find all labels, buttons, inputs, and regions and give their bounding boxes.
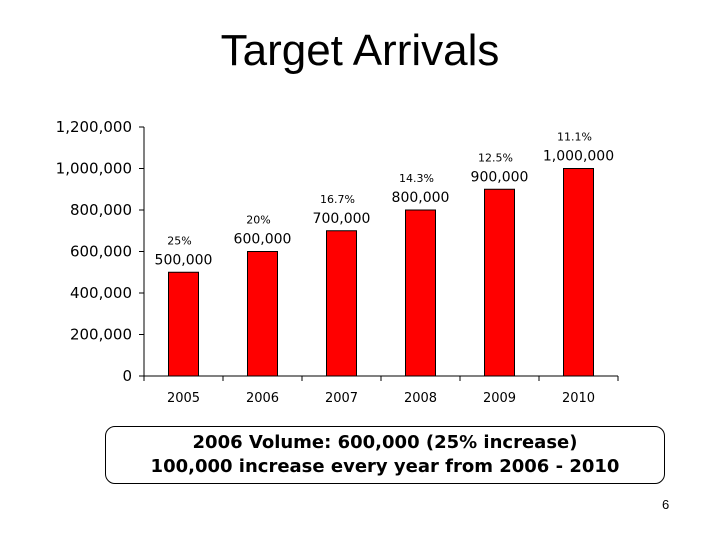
growth-label: 12.5% [478,151,513,164]
y-tick-label: 200,000 [70,326,132,344]
growth-label: 11.1% [557,131,592,144]
growth-label: 20% [246,214,270,227]
bar-value-label: 800,000 [392,190,450,206]
x-category-label: 2008 [404,391,437,406]
bar-chart: 0 200,000 400,000 600,000 800,000 1,000,000 1,… [56,118,619,406]
bar-value-label: 900,000 [471,169,529,185]
slide-title: Target Arrivals [220,26,500,75]
x-category-label: 2010 [562,391,595,406]
bar-value-label: 600,000 [234,232,292,248]
bar [484,188,515,377]
page-number: 6 [662,497,670,512]
x-category-label: 2007 [325,391,358,406]
note-box: 2006 Volume: 600,000 (25% increase) 100,… [105,426,665,484]
growth-label: 16.7% [320,193,355,206]
y-tick-label: 1,200,000 [56,118,132,136]
x-category-label: 2005 [167,391,200,406]
x-category-label: 2006 [246,391,279,406]
bar-value-label: 700,000 [313,211,371,227]
growth-label: 14.3% [399,172,434,185]
y-tick-label: 600,000 [70,243,132,261]
y-tick-label: 1,000,000 [56,160,132,178]
growth-label: 25% [167,234,191,247]
y-tick-label: 0 [122,367,132,385]
x-category-label: 2009 [483,391,516,406]
note-line-volume: 2006 Volume: 600,000 (25% increase) [192,432,578,453]
y-tick-label: 400,000 [70,284,132,302]
bar [563,168,594,377]
bar-value-label: 500,000 [155,252,213,268]
bar [247,251,278,377]
y-tick-label: 800,000 [70,201,132,219]
bar [405,209,436,377]
note-line-increase: 100,000 increase every year from 2006 - … [150,456,620,477]
bar [168,271,199,377]
bar-value-label: 1,000,000 [543,149,614,165]
bar [326,230,357,377]
